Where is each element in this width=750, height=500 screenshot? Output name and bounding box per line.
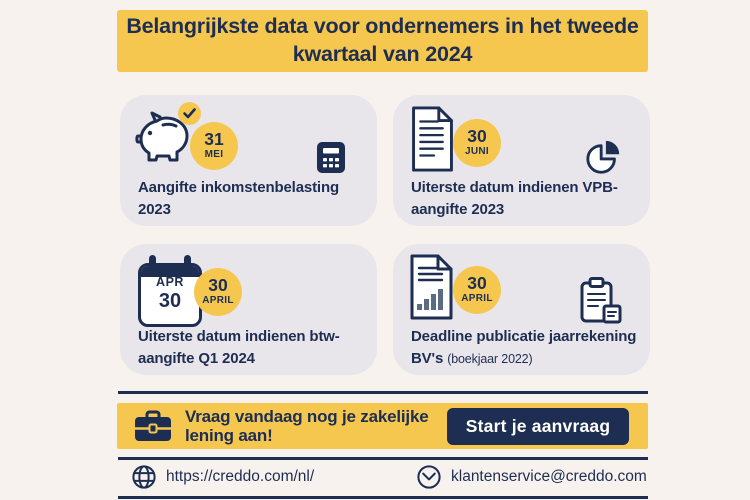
badge-month: JUNI — [465, 145, 489, 157]
envelope-icon — [416, 464, 442, 490]
badge-day: 31 — [204, 129, 224, 150]
card-label-main: Deadline publicatie jaarrekening BV's — [411, 328, 637, 367]
date-badge: 30 APRIL — [453, 266, 501, 314]
globe-icon — [131, 464, 157, 490]
badge-day: 30 — [208, 275, 228, 296]
calculator-icon — [316, 141, 346, 174]
check-icon — [178, 102, 201, 125]
card-income-tax: 31 MEI Aangifte inkomstenbelasting 2023 — [120, 95, 377, 226]
calendar-icon: APR 30 — [138, 255, 202, 327]
website-link[interactable]: https://creddo.com/nl/ — [131, 463, 314, 491]
start-application-button[interactable]: Start je aanvraag — [447, 407, 629, 445]
card-vpb: 30 JUNI Uiterste datum indienen VPB-aang… — [393, 95, 650, 226]
card-btw: APR 30 30 APRIL Uiterste datum indienen … — [120, 244, 377, 375]
briefcase-icon — [133, 410, 173, 443]
clipboard-icon — [579, 277, 623, 327]
calendar-peg — [149, 255, 156, 271]
card-label: Aangifte inkomstenbelasting 2023 — [138, 179, 339, 218]
badge-day: 30 — [467, 273, 487, 294]
calendar-peg — [184, 255, 191, 271]
page-title: Belangrijkste data voor ondernemers in h… — [126, 14, 639, 66]
piggy-bank-icon — [132, 109, 198, 169]
badge-month: MEI — [204, 148, 224, 160]
email-link[interactable]: klantenservice@creddo.com — [416, 463, 647, 491]
report-document-icon — [408, 253, 455, 321]
card-label: Uiterste datum indienen VPB-aangifte 202… — [411, 179, 618, 218]
pie-chart-icon — [585, 139, 623, 177]
date-badge: 31 MEI — [190, 122, 238, 170]
card-jaarrekening: 30 APRIL Deadline publicatie jaarrekenin… — [393, 244, 650, 375]
calendar-body — [138, 263, 202, 327]
cta-text: Vraag vandaag nog je zakelijke lening aa… — [185, 406, 429, 445]
badge-day: 30 — [467, 126, 487, 147]
badge-month: APRIL — [461, 292, 493, 304]
email-address: klantenservice@creddo.com — [451, 468, 647, 485]
card-label-note: (boekjaar 2022) — [447, 351, 533, 366]
calendar-month: APR — [156, 275, 184, 289]
tax-document-icon — [409, 105, 456, 173]
date-badge: 30 JUNI — [453, 119, 501, 167]
divider — [118, 391, 648, 394]
calendar-day: 30 — [158, 289, 182, 312]
card-label: Uiterste datum indienen btw-aangifte Q1 … — [138, 328, 340, 367]
card-label: Deadline publicatie jaarrekening BV's (b… — [411, 326, 645, 370]
website-url: https://creddo.com/nl/ — [166, 468, 315, 485]
cta-text-line1: Vraag vandaag nog je zakelijke — [185, 406, 429, 426]
cta-banner: Vraag vandaag nog je zakelijke lening aa… — [117, 403, 648, 449]
date-badge: 30 APRIL — [194, 268, 242, 316]
cta-text-line2: lening aan! — [185, 426, 273, 445]
title-banner: Belangrijkste data voor ondernemers in h… — [117, 10, 648, 72]
calendar-header — [141, 266, 199, 277]
badge-month: APRIL — [202, 294, 234, 306]
divider — [118, 457, 648, 460]
divider — [118, 496, 648, 499]
